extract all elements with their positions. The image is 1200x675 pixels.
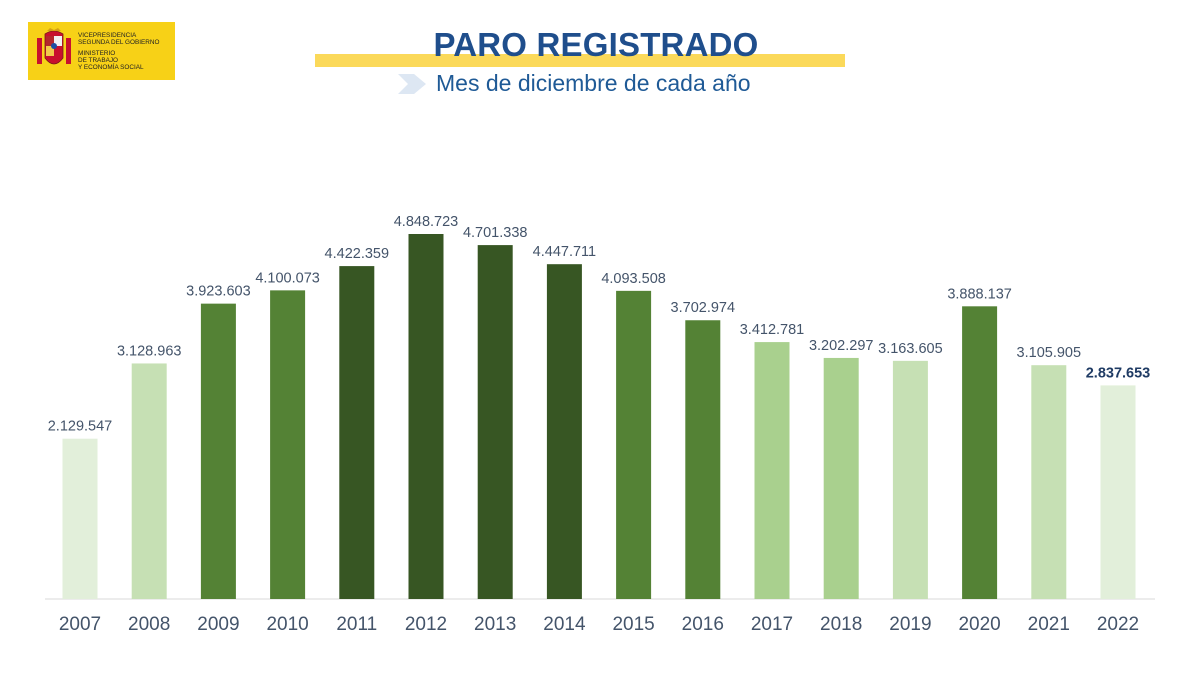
bar-2021	[1031, 365, 1067, 599]
data-label-2009: 3.923.603	[186, 284, 251, 300]
x-tick-label-2019: 2019	[889, 614, 931, 635]
x-tick-label-2011: 2011	[336, 614, 377, 635]
data-label-2008: 3.128.963	[117, 343, 182, 359]
bar-2009	[200, 303, 236, 599]
page-subtitle: Mes de diciembre de cada año	[436, 70, 751, 96]
coat-of-arms-icon	[37, 28, 71, 65]
x-tick-label-2015: 2015	[612, 614, 654, 635]
page-title: PARO REGISTRADO	[0, 26, 1200, 64]
bar-2022	[1100, 385, 1136, 599]
bar-2017	[754, 342, 790, 599]
bar-2018	[823, 357, 859, 599]
bar-2019	[892, 360, 928, 599]
data-label-2020: 3.888.137	[947, 286, 1012, 302]
bar-2013	[477, 245, 513, 599]
logo-line: SEGUNDA DEL GOBIERNO	[78, 38, 160, 46]
logo-line: DE TRABAJO	[78, 56, 119, 64]
x-tick-label-2021: 2021	[1028, 614, 1070, 635]
ministry-logo: VICEPRESIDENCIA SEGUNDA DEL GOBIERNO MIN…	[28, 22, 175, 80]
bar-2010	[270, 290, 306, 599]
x-tick-label-2008: 2008	[128, 614, 170, 635]
page-title-text: PARO REGISTRADO	[433, 26, 759, 63]
subtitle-row: Mes de diciembre de cada año	[396, 70, 751, 97]
chevron-right-icon	[398, 73, 426, 94]
data-label-2018: 3.202.297	[809, 338, 874, 354]
bar-2011	[339, 266, 375, 599]
bar-2015	[616, 290, 652, 599]
logo-text: VICEPRESIDENCIA SEGUNDA DEL GOBIERNO MIN…	[78, 32, 159, 71]
data-label-2014: 4.447.711	[533, 244, 596, 260]
x-tick-label-2012: 2012	[405, 614, 447, 635]
bar-2016	[685, 320, 721, 599]
bar-2014	[546, 264, 582, 599]
x-tick-label-2014: 2014	[543, 614, 586, 635]
data-label-2007: 2.129.547	[48, 419, 113, 435]
data-label-2022: 2.837.653	[1086, 365, 1151, 381]
x-tick-label-2016: 2016	[682, 614, 724, 635]
data-label-2010: 4.100.073	[255, 270, 320, 286]
bar-2007	[62, 438, 98, 599]
data-label-2012: 4.848.723	[394, 214, 459, 230]
x-tick-label-2022: 2022	[1097, 614, 1139, 635]
bar-2008	[131, 363, 167, 599]
logo-line: VICEPRESIDENCIA	[78, 31, 137, 39]
x-tick-label-2017: 2017	[751, 614, 793, 635]
bar-2012	[408, 234, 444, 599]
data-label-2021: 3.105.905	[1017, 345, 1082, 361]
data-label-2016: 3.702.974	[671, 300, 736, 316]
data-label-2013: 4.701.338	[463, 225, 528, 241]
x-tick-label-2010: 2010	[266, 614, 308, 635]
data-label-2015: 4.093.508	[601, 271, 666, 287]
logo-line: MINISTERIO	[78, 49, 116, 57]
x-tick-label-2007: 2007	[59, 614, 101, 635]
x-tick-label-2013: 2013	[474, 614, 516, 635]
title-highlight-band	[315, 54, 845, 67]
x-tick-label-2009: 2009	[197, 614, 239, 635]
x-tick-label-2018: 2018	[820, 614, 862, 635]
logo-line: Y ECONOMÍA SOCIAL	[78, 63, 144, 71]
data-label-2019: 3.163.605	[878, 341, 943, 357]
x-tick-label-2020: 2020	[958, 614, 1000, 635]
data-label-2017: 3.412.781	[740, 322, 805, 338]
data-label-2011: 4.422.359	[325, 246, 390, 262]
bar-2020	[962, 306, 998, 599]
